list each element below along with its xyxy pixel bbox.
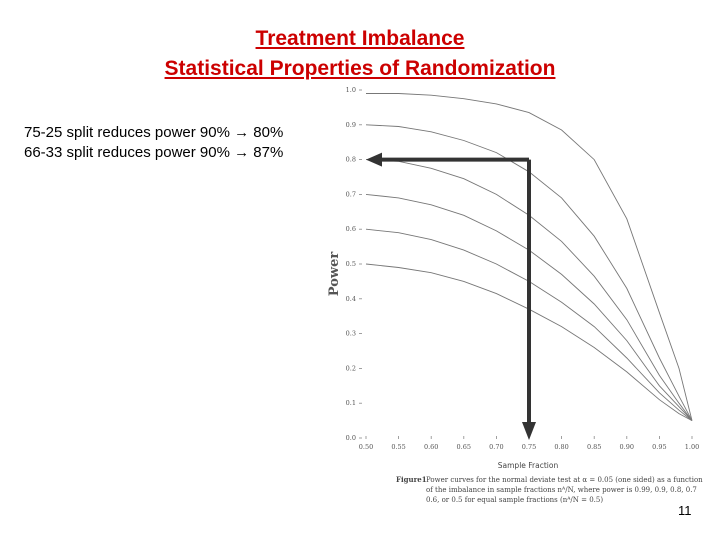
caption-line: of the imbalance in sample fractions nᴬ/… (426, 486, 697, 494)
arrow-annotations (366, 152, 536, 440)
x-tick-label: 0.55 (391, 443, 405, 451)
power-curve-0.5 (365, 263, 693, 421)
caption-line: 0.6, or 0.5 for equal sample fractions (… (426, 496, 603, 504)
y-tick-label: 0.2 (346, 364, 356, 372)
caption-label: Figure1 (396, 475, 427, 484)
caption-line: Power curves for the normal deviate test… (426, 476, 703, 484)
x-tick-label: 0.60 (424, 443, 438, 451)
power-curve-chart: 0.00.10.20.30.40.50.60.70.80.91.0 0.50 0.… (327, 86, 703, 504)
y-tick-label: 1.0 (346, 86, 356, 94)
vertical-arrow-head (522, 422, 536, 440)
x-tick-label: 0.75 (522, 443, 536, 451)
slide-title-line1: Treatment Imbalance (255, 27, 465, 50)
power-curve-0.8 (365, 159, 693, 421)
x-tick-label: 0.70 (489, 443, 503, 451)
x-axis-label: Sample Fraction (498, 461, 559, 470)
y-tick-label: 0.4 (346, 295, 356, 303)
y-tick-label: 0.9 (346, 121, 356, 129)
y-tick-label: 0.1 (346, 399, 356, 407)
power-curves (365, 93, 693, 421)
power-curve-0.9 (365, 124, 693, 421)
y-tick-label: 0.6 (346, 225, 356, 233)
y-tick-label: 0.3 (346, 330, 356, 338)
power-curve-0.6 (365, 228, 693, 421)
x-tick-label: 0.90 (620, 443, 634, 451)
figure-caption: Figure1 Power curves for the normal devia… (396, 475, 703, 504)
y-tick-label: 0.0 (346, 434, 356, 442)
x-tick-label: 0.80 (554, 443, 568, 451)
horizontal-arrow-head (366, 152, 382, 167)
x-tick-label: 0.95 (652, 443, 666, 451)
note-75-25: 75-25 split reduces power 90% → 80% (24, 124, 284, 141)
x-tick-label: 0.50 (359, 443, 373, 451)
x-axis-ticks: 0.50 0.55 0.60 0.65 0.70 0.75 0.80 0.85 0.90 0.95… (359, 436, 699, 451)
y-axis-ticks: 0.0 0.1 0.2 0.3 0.4 0.5 0.6 0.7 0.8 0.9 1.0 (346, 86, 362, 442)
power-curve-0.7 (365, 193, 693, 421)
y-tick-label: 0.7 (346, 190, 356, 198)
x-tick-label: 1.00 (685, 443, 699, 451)
slide-title-line2: Statistical Properties of Randomization (164, 57, 556, 80)
x-tick-label: 0.85 (587, 443, 601, 451)
y-tick-label: 0.5 (346, 260, 356, 268)
x-tick-label: 0.65 (457, 443, 471, 451)
note-66-33: 66-33 split reduces power 90% → 87% (24, 144, 284, 161)
power-curve-0.99 (366, 93, 693, 421)
y-axis-label: Power (327, 252, 342, 297)
y-tick-label: 0.8 (346, 156, 356, 164)
page-number: 11 (678, 503, 692, 518)
